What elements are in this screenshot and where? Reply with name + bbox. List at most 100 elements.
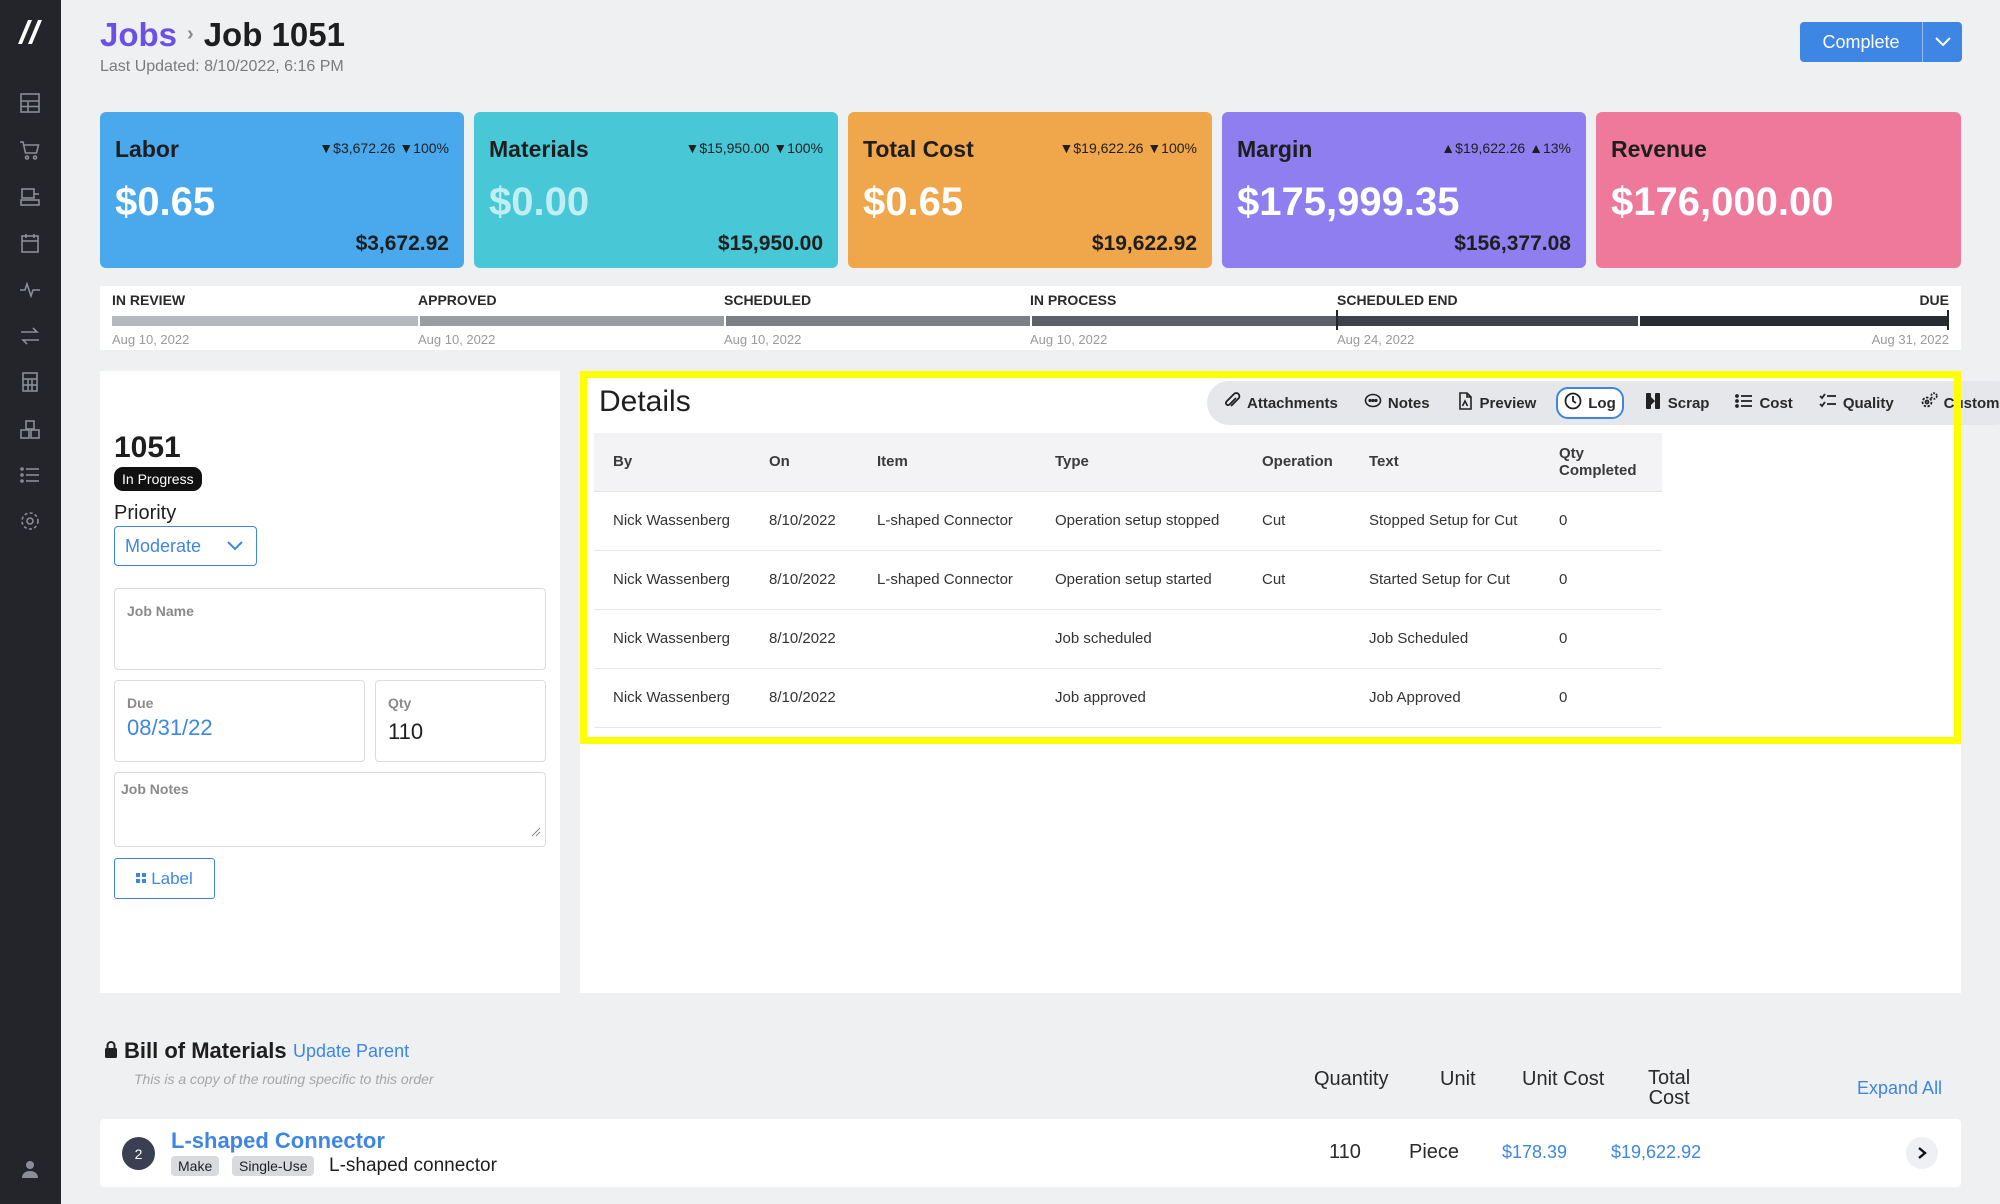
total-cost-card-delta: ▼$19,622.26 ▼100% <box>1059 140 1197 156</box>
priority-select[interactable]: Moderate <box>114 526 257 566</box>
total-cost-card-estimate: $19,622.92 <box>1091 232 1197 255</box>
table-cell: 8/10/2022 <box>750 549 858 609</box>
complete-button[interactable]: Complete <box>1800 22 1962 62</box>
update-parent-link[interactable]: Update Parent <box>293 1041 410 1061</box>
boxes-icon[interactable] <box>19 418 41 440</box>
sidebar <box>0 0 61 1204</box>
qty-label: Qty <box>388 695 412 711</box>
table-cell: 0 <box>1540 608 1662 668</box>
timeline-marker <box>1336 310 1338 330</box>
priority-value: Moderate <box>125 535 202 556</box>
breadcrumb-jobs-link[interactable]: Jobs <box>100 16 178 53</box>
calculator-icon[interactable] <box>19 371 41 393</box>
table-cell: Job scheduled <box>1036 608 1243 668</box>
column-header: Qty Completed <box>1540 433 1662 491</box>
transfer-icon[interactable] <box>19 325 41 347</box>
scrap-icon <box>1644 392 1662 414</box>
column-header: By <box>594 433 750 491</box>
column-header: Text <box>1350 433 1540 491</box>
bom-title-text: Bill of Materials <box>124 1038 287 1063</box>
labor-card-delta: ▼$3,672.26 ▼100% <box>319 140 449 156</box>
activity-icon[interactable] <box>19 279 41 301</box>
job-notes-textarea[interactable]: Job Notes <box>114 772 546 847</box>
tab-quality[interactable]: Quality <box>1813 387 1900 419</box>
table-cell: Operation setup started <box>1036 549 1243 609</box>
bom-item-name-link[interactable]: L-shaped Connector <box>171 1128 385 1153</box>
dashboard-icon[interactable] <box>19 92 41 114</box>
bom-item-total-cost[interactable]: $19,622.92 <box>1611 1142 1702 1162</box>
table-cell: Stopped Setup for Cut <box>1350 490 1540 550</box>
tab-scrap[interactable]: Scrap <box>1638 387 1716 419</box>
job-properties-panel: 1051 In Progress Priority Moderate Job N… <box>100 371 560 993</box>
materials-card-estimate: $15,950.00 <box>717 232 823 255</box>
column-header-total-cost-line2: Cost <box>1648 1087 1690 1109</box>
due-label: Due <box>127 695 154 711</box>
expand-all-link[interactable]: Expand All <box>1857 1078 1943 1098</box>
status-timeline: IN REVIEW APPROVED SCHEDULED IN PROCESS … <box>100 286 1961 350</box>
qty-field[interactable]: Qty 110 <box>375 680 546 762</box>
timeline-date: Aug 10, 2022 <box>1030 332 1108 347</box>
due-date-field[interactable]: Due 08/31/22 <box>114 680 365 762</box>
timeline-segment <box>726 316 1030 326</box>
total-cost-card-value: $0.65 <box>863 180 964 224</box>
timeline-segment <box>1338 316 1638 326</box>
timeline-label-scheduled: SCHEDULED <box>724 292 812 308</box>
chevron-right-icon[interactable] <box>1906 1137 1938 1169</box>
table-cell: 0 <box>1540 490 1662 550</box>
chevron-down-icon[interactable] <box>1922 22 1962 62</box>
bom-item-tag-single-use: Single-Use <box>232 1156 315 1176</box>
table-cell: 0 <box>1540 549 1662 609</box>
timeline-date: Aug 10, 2022 <box>418 332 496 347</box>
job-name-field[interactable]: Job Name <box>114 588 546 670</box>
table-cell <box>1243 608 1350 668</box>
total-cost-card: Total Cost ▼$19,622.26 ▼100% $0.65 $19,6… <box>848 112 1212 268</box>
bom-item-row[interactable]: 2 L-shaped Connector Make Single-Use L-s… <box>100 1119 1961 1187</box>
revenue-card: Revenue $176,000.00 <box>1596 112 1961 268</box>
cart-icon[interactable] <box>19 139 41 161</box>
details-panel: Details Attachments Notes Preview Log Sc… <box>580 371 2000 993</box>
timeline-date: Aug 10, 2022 <box>724 332 802 347</box>
user-icon[interactable] <box>19 1158 41 1180</box>
timeline-label-approved: APPROVED <box>418 292 497 308</box>
bom-item-unit-cost[interactable]: $178.39 <box>1502 1142 1568 1162</box>
app-logo[interactable] <box>14 16 46 48</box>
labor-card-estimate: $3,672.92 <box>355 232 449 255</box>
labor-card-value: $0.65 <box>115 180 216 224</box>
column-header: Item <box>858 433 1036 491</box>
column-header-total-cost-line1: Total <box>1648 1067 1691 1089</box>
machine-icon[interactable] <box>19 186 41 208</box>
tab-log[interactable]: Log <box>1556 387 1624 419</box>
table-cell: L-shaped Connector <box>858 490 1036 550</box>
timeline-segment <box>112 316 418 326</box>
table-cell: Nick Wassenberg <box>594 549 750 609</box>
table-cell: Job Scheduled <box>1350 608 1540 668</box>
table-cell: Cut <box>1243 549 1350 609</box>
calendar-icon[interactable] <box>19 232 41 254</box>
bom-item-unit: Piece <box>1409 1141 1460 1163</box>
revenue-card-title: Revenue <box>1611 136 1707 162</box>
priority-label: Priority <box>114 502 177 524</box>
resize-handle-icon[interactable] <box>531 824 541 842</box>
details-title: Details <box>599 385 691 418</box>
margin-card: Margin ▲$19,622.26 ▲13% $175,999.35 $156… <box>1222 112 1586 268</box>
list-icon[interactable] <box>19 464 41 486</box>
label-button[interactable]: Label <box>114 858 215 899</box>
table-cell: 8/10/2022 <box>750 667 858 728</box>
status-badge: In Progress <box>114 467 202 491</box>
timeline-segment <box>1640 316 1947 326</box>
settings-gear-icon[interactable] <box>19 510 41 532</box>
tab-notes[interactable]: Notes <box>1358 387 1436 419</box>
tab-label: Quality <box>1842 394 1894 412</box>
bom-item-description: L-shaped connector <box>329 1155 497 1176</box>
log-table: By On Item Type Operation Text Qty Compl… <box>594 433 1662 728</box>
checklist-icon <box>1819 392 1837 414</box>
tab-cost[interactable]: Cost <box>1729 387 1798 419</box>
column-header-unit: Unit <box>1440 1068 1476 1090</box>
labor-card-title: Labor <box>115 136 179 162</box>
labor-card: Labor ▼$3,672.26 ▼100% $0.65 $3,672.92 <box>100 112 464 268</box>
tab-custom[interactable]: Custom <box>1914 387 2000 419</box>
revenue-card-value: $176,000.00 <box>1611 180 1834 224</box>
pdf-file-icon <box>1456 392 1474 414</box>
tab-attachments[interactable]: Attachments <box>1217 387 1344 419</box>
tab-preview[interactable]: Preview <box>1450 387 1543 419</box>
